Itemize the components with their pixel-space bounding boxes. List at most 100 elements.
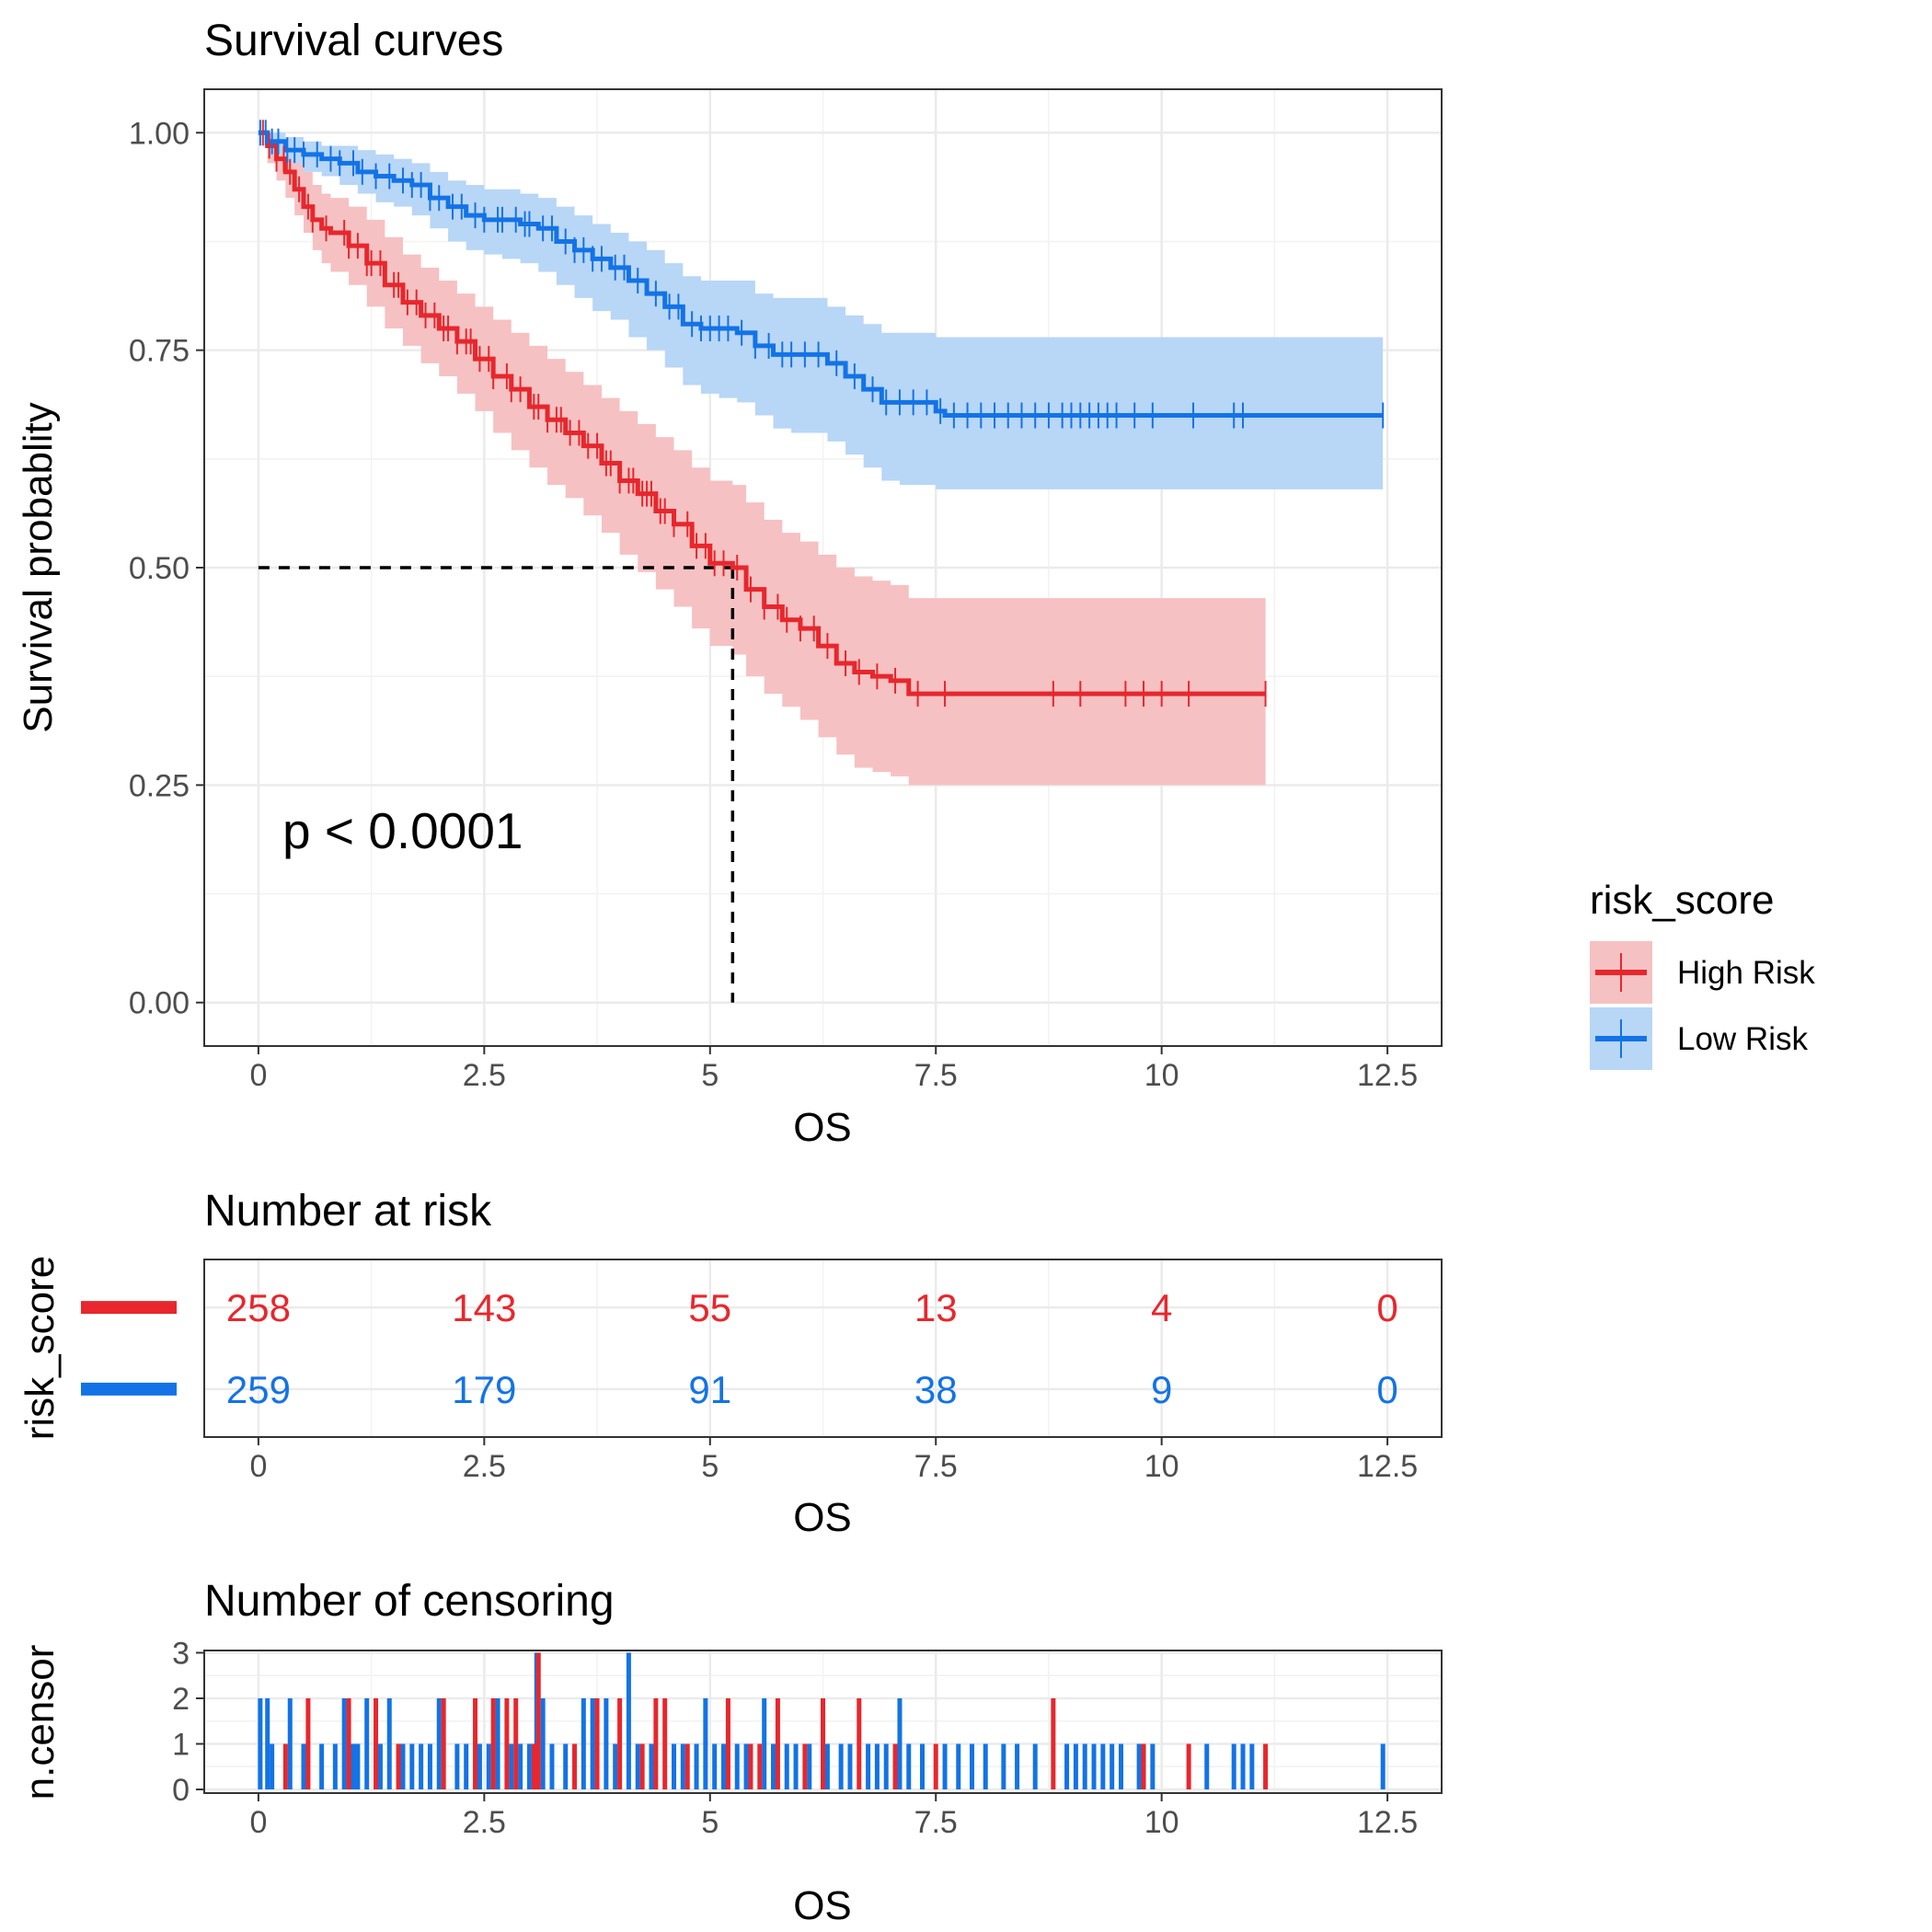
censor-bar-low: [301, 1743, 306, 1790]
censoring-x-axis-title: OS: [793, 1883, 852, 1928]
censor-bar-high: [1141, 1743, 1146, 1790]
x-tick-label: 12.5: [1357, 1058, 1418, 1093]
censor-bar-low: [956, 1743, 961, 1790]
risk-count-low: 259: [226, 1368, 291, 1411]
censor-bar-high: [857, 1697, 862, 1790]
censor-bar-low: [743, 1743, 749, 1790]
censor-bar-low: [258, 1697, 263, 1790]
censor-bar-high: [535, 1652, 541, 1790]
censor-bar-low: [866, 1743, 871, 1790]
x-tick-label: 5: [701, 1058, 719, 1093]
survival-x-axis-title: OS: [793, 1105, 852, 1150]
censor-bar-low: [1240, 1743, 1246, 1790]
censor-bar-low: [942, 1743, 948, 1790]
risk-count-high: 258: [226, 1286, 291, 1329]
censor-bar-low: [635, 1743, 640, 1790]
censor-bar-low: [712, 1743, 718, 1790]
censor-bar-low: [680, 1743, 685, 1790]
censor-marks: [259, 120, 1385, 707]
censor-bar-low: [771, 1743, 776, 1790]
censor-bar-low: [1118, 1743, 1123, 1790]
x-tick-label: 12.5: [1357, 1449, 1418, 1484]
y-tick-label: 2: [172, 1682, 190, 1717]
censor-bar-low: [270, 1743, 275, 1790]
censor-bar-high: [617, 1697, 623, 1790]
censor-bar-low: [838, 1743, 844, 1790]
censor-bar-low: [526, 1743, 532, 1790]
censor-bar-low: [409, 1743, 415, 1790]
censor-bar-low: [919, 1743, 925, 1790]
censor-bar-low: [874, 1743, 880, 1790]
censor-bar-low: [807, 1743, 812, 1790]
risk-table-group-keys: [81, 1301, 177, 1396]
censor-bar-low: [649, 1743, 654, 1790]
risk-count-high: 4: [1151, 1286, 1172, 1329]
legend-entry-low-risk: Low Risk: [1590, 1007, 1808, 1070]
x-tick-label: 2.5: [463, 1805, 506, 1840]
censor-bar-high: [305, 1697, 311, 1790]
censor-bar-low: [518, 1743, 523, 1790]
median-survival-lines: [258, 566, 735, 1003]
censor-bar-high: [504, 1697, 510, 1790]
censor-bar-low: [386, 1697, 392, 1790]
censoring-border: [203, 1650, 1443, 1794]
censor-bar-low: [824, 1743, 830, 1790]
censor-bar-high: [892, 1743, 898, 1790]
censor-bar-low: [477, 1743, 482, 1790]
legend-title: risk_score: [1590, 878, 1775, 923]
y-tick-label: 3: [172, 1636, 190, 1671]
censor-bar-high: [725, 1697, 730, 1790]
risk-count-high: 143: [452, 1286, 516, 1329]
x-tick-label: 7.5: [914, 1805, 958, 1840]
risk-table-grid: [204, 1259, 1442, 1437]
x-tick-label: 0: [249, 1805, 267, 1840]
censor-bar-high: [757, 1743, 763, 1790]
survival-panel: Survival curves 0 2.5 5 7.5 10 12.5 0.000.250…: [16, 17, 1443, 1150]
censor-bar-high: [441, 1697, 446, 1790]
y-tick-label: 0.25: [129, 768, 190, 803]
censor-bar-low: [847, 1743, 853, 1790]
risk-table-panel: Number at risk 258 143 55 13 4 0 259 179 91 38 9 0 …: [17, 1187, 1443, 1540]
censor-bar-low: [906, 1743, 912, 1790]
censor-bar-low: [1136, 1743, 1142, 1790]
x-tick-label: 0: [249, 1058, 267, 1093]
legend: risk_score High Risk Low Risk: [1590, 878, 1815, 1070]
risk-count-high: 55: [688, 1286, 731, 1329]
censor-bar-low: [1032, 1743, 1038, 1790]
censor-bar-low: [495, 1697, 500, 1790]
y-tick-label: 1.00: [129, 116, 190, 151]
censor-bar-low: [1380, 1743, 1386, 1790]
censor-bar-low: [549, 1743, 555, 1790]
censor-bar-high: [282, 1743, 288, 1790]
censor-bar-high: [396, 1743, 401, 1790]
censor-bar-low: [1091, 1743, 1097, 1790]
x-tick-label: 10: [1144, 1449, 1179, 1484]
x-tick-label: 2.5: [463, 1058, 506, 1093]
censor-bar-high: [662, 1697, 668, 1790]
survival-y-axis-title: Survival probablity: [16, 402, 61, 733]
censor-bar-low: [1015, 1743, 1020, 1790]
censor-bar-low: [613, 1743, 618, 1790]
censor-bar-low: [694, 1743, 699, 1790]
censor-bar-low: [1001, 1743, 1006, 1790]
censor-bar-high: [346, 1697, 351, 1790]
censor-bar-low: [604, 1697, 609, 1790]
censor-bar-low: [436, 1697, 442, 1790]
censor-bar-low: [734, 1743, 740, 1790]
risk-table-title: Number at risk: [204, 1187, 492, 1236]
x-tick-label: 10: [1144, 1805, 1179, 1840]
censor-bar-high: [775, 1697, 780, 1790]
censoring-title: Number of censoring: [204, 1577, 615, 1626]
censor-bar-low: [1064, 1743, 1070, 1790]
censor-bar-low: [287, 1697, 293, 1790]
x-tick-label: 7.5: [914, 1058, 958, 1093]
censor-bar-low: [509, 1743, 514, 1790]
censoring-panel: Number of censoring 0 2.5 5 7.5 10 12.5 0123 …: [17, 1577, 1443, 1928]
x-tick-label: 12.5: [1357, 1805, 1418, 1840]
x-tick-label: 0: [249, 1449, 267, 1484]
censor-bar-low: [454, 1743, 460, 1790]
censor-bar-high: [531, 1743, 536, 1790]
censor-bar-low: [703, 1697, 708, 1790]
censor-bar-high: [594, 1697, 600, 1790]
